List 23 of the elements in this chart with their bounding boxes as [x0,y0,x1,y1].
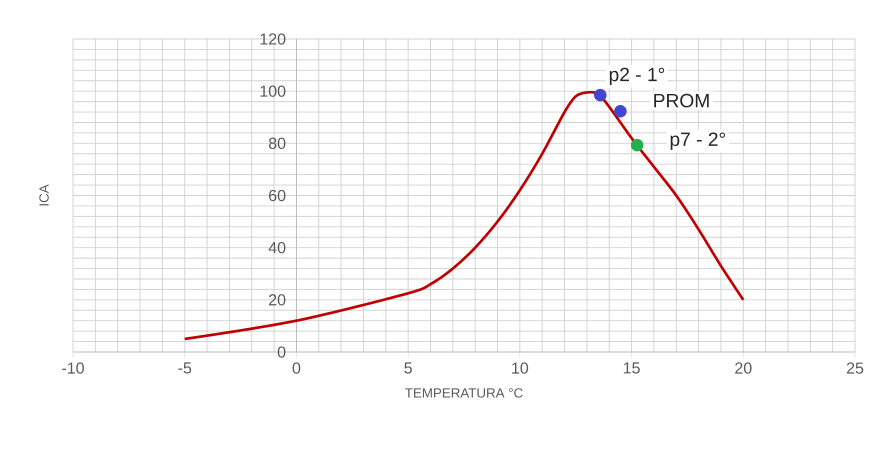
x-tick-label: 20 [735,362,752,374]
x-tick-label: 10 [512,362,528,374]
point [614,104,627,118]
x-tick-label: 25 [846,362,864,374]
x-axis-title: TEMPERATURA °C [405,388,523,398]
point [594,88,607,102]
point [630,138,644,152]
x-tick-label: -10 [62,362,84,374]
x-tick-label: 5 [404,362,412,374]
y-tick-label: 80 [268,138,286,149]
y-tick-label: 0 [278,346,286,358]
y-tick-label: 40 [268,242,286,254]
y-axis-title: ICA [39,184,49,206]
annotation: PROM [654,94,709,108]
y-tick-label: 60 [269,190,286,202]
x-tick-label: 0 [292,362,300,374]
annotation: p7 - 2° [670,132,726,150]
y-tick-label: 20 [269,294,286,306]
x-tick-label: -5 [178,362,192,374]
y-tick-label: 120 [260,33,286,45]
annotation: p2 - 1° [610,68,664,86]
y-tick-label: 100 [260,86,286,97]
x-tick-label: 15 [624,362,640,374]
